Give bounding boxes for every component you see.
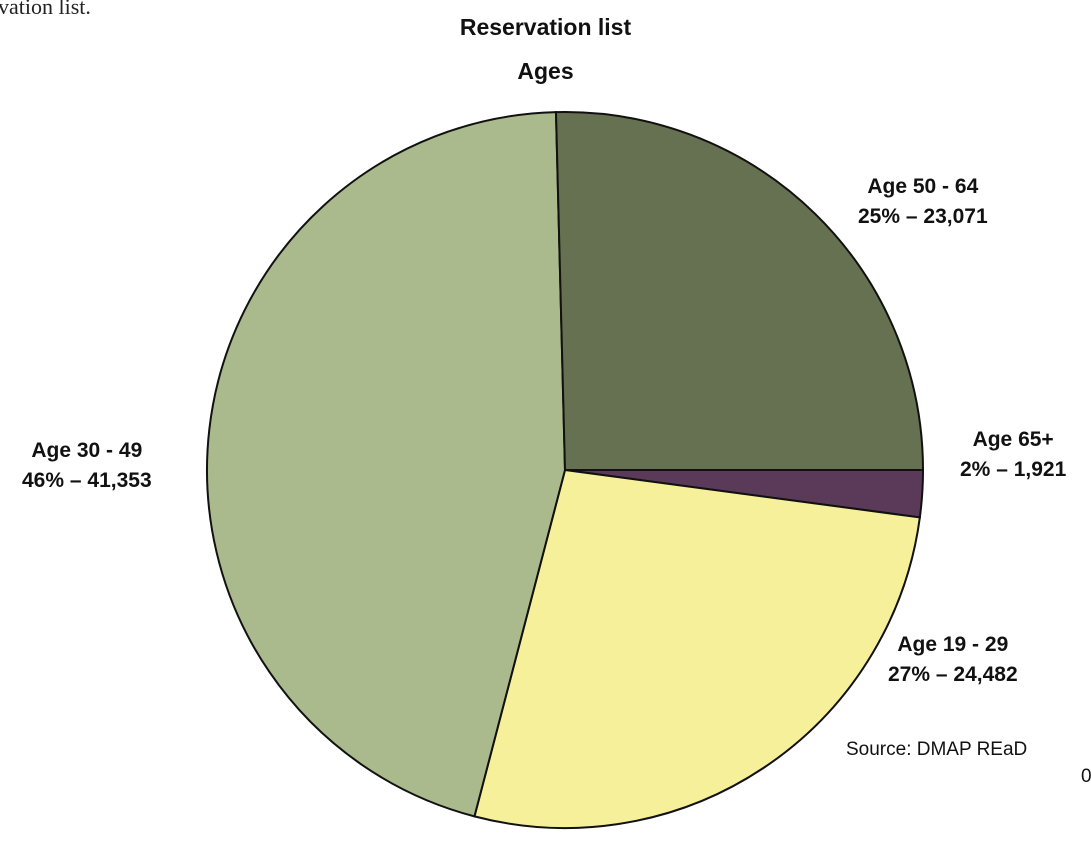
slice-name: Age 30 - 49 <box>31 439 143 462</box>
slice-name: Age 65+ <box>972 428 1054 451</box>
source-note-suffix: 0 <box>1081 766 1091 787</box>
source-note: Source: DMAP REaD <box>846 739 1028 760</box>
slice-label-age-50-64: Age 50 - 64 25% – 23,071 <box>858 172 988 232</box>
pie-slice-age-19-29 <box>473 468 921 829</box>
slice-label-age-30-49: Age 30 - 49 46% – 41,353 <box>22 436 152 496</box>
slice-name: Age 19 - 29 <box>897 633 1009 656</box>
slice-label-age-65: Age 65+ 2% – 1,921 <box>960 425 1066 485</box>
slice-values: 2% – 1,921 <box>960 458 1067 481</box>
slice-values: 25% – 23,071 <box>858 205 988 228</box>
slice-label-age-19-29: Age 19 - 29 27% – 24,482 <box>888 630 1018 690</box>
pie-slice-age-50-64 <box>554 111 925 471</box>
header-fragment-text: vation list. <box>0 0 91 19</box>
slice-values: 46% – 41,353 <box>22 469 152 492</box>
pie-slice-age-30-49 <box>206 111 567 818</box>
slice-name: Age 50 - 64 <box>867 175 979 198</box>
slice-values: 27% – 24,482 <box>888 663 1018 686</box>
chart-subtitle: Ages <box>517 58 574 84</box>
chart-title: Reservation list <box>459 14 632 40</box>
